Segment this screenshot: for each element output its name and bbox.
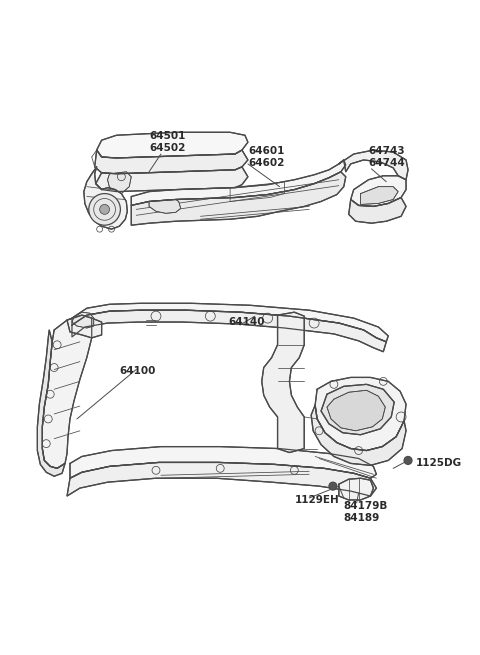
Polygon shape [339, 478, 373, 500]
Circle shape [404, 457, 412, 464]
Text: 1125DG: 1125DG [416, 458, 462, 468]
Polygon shape [311, 405, 406, 466]
Text: 64743
64744: 64743 64744 [369, 146, 405, 168]
Circle shape [329, 482, 337, 490]
Polygon shape [131, 172, 346, 225]
Text: 64100: 64100 [120, 367, 156, 377]
Polygon shape [349, 198, 406, 223]
Polygon shape [315, 377, 406, 451]
Polygon shape [108, 172, 131, 194]
Text: 84179B
84189: 84179B 84189 [344, 501, 388, 523]
Polygon shape [327, 390, 385, 431]
Polygon shape [262, 312, 304, 453]
Polygon shape [95, 150, 248, 174]
Polygon shape [96, 132, 248, 158]
Polygon shape [67, 462, 376, 496]
Polygon shape [37, 330, 65, 476]
Polygon shape [84, 167, 127, 229]
Polygon shape [67, 315, 102, 338]
Text: 64501
64502: 64501 64502 [149, 132, 185, 153]
Polygon shape [70, 447, 376, 478]
Polygon shape [96, 167, 248, 192]
Polygon shape [72, 303, 388, 342]
Circle shape [89, 194, 120, 225]
Polygon shape [42, 315, 92, 468]
Text: 1129EH: 1129EH [294, 495, 339, 505]
Polygon shape [339, 150, 408, 179]
Polygon shape [149, 200, 180, 214]
Text: 64140: 64140 [228, 317, 264, 327]
Polygon shape [360, 187, 398, 204]
Polygon shape [72, 312, 94, 328]
Polygon shape [131, 160, 346, 206]
Polygon shape [351, 176, 406, 206]
Circle shape [100, 204, 109, 214]
Text: 64601
64602: 64601 64602 [248, 146, 284, 168]
Polygon shape [72, 310, 386, 352]
Polygon shape [321, 384, 394, 435]
